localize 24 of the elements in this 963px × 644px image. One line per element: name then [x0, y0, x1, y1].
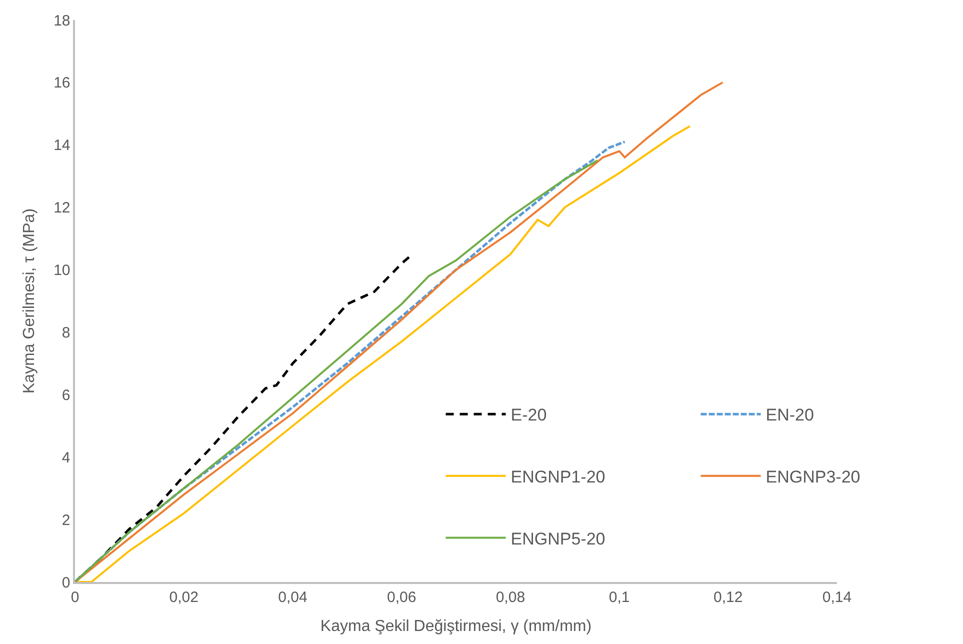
y-tick-label: 4 [62, 449, 70, 466]
x-tick-label: 0,02 [169, 588, 198, 606]
x-tick-label: 0,06 [386, 588, 416, 606]
x-tick-label: 0,08 [496, 588, 526, 606]
y-tick-label: 12 [54, 200, 70, 217]
y-tick-label: 8 [62, 324, 70, 342]
legend-label: ENGNP5-20 [510, 529, 606, 548]
y-tick-label: 18 [54, 12, 70, 30]
y-tick-label: 6 [62, 386, 70, 404]
y-tick-label: 16 [54, 74, 70, 92]
x-tick-label: 0,04 [278, 588, 308, 606]
x-tick-label: 0,12 [714, 588, 743, 606]
x-tick-label: 0,14 [822, 588, 852, 606]
x-tick-label: 0,1 [608, 588, 630, 606]
y-axis-title: Kayma Gerilmesi, τ (MPa) [20, 208, 38, 394]
legend-label: EN-20 [766, 406, 814, 425]
y-tick-label: 10 [54, 262, 70, 280]
y-tick-label: 14 [54, 137, 70, 154]
y-tick-label: 0 [62, 574, 70, 592]
legend-label: E-20 [510, 406, 547, 425]
x-axis-title: Kayma Şekil Değiştirmesi, γ (mm/mm) [320, 618, 592, 635]
legend-label: ENGNP3-20 [766, 468, 860, 487]
legend-label: ENGNP1-20 [510, 468, 606, 487]
y-tick-label: 2 [62, 512, 70, 529]
